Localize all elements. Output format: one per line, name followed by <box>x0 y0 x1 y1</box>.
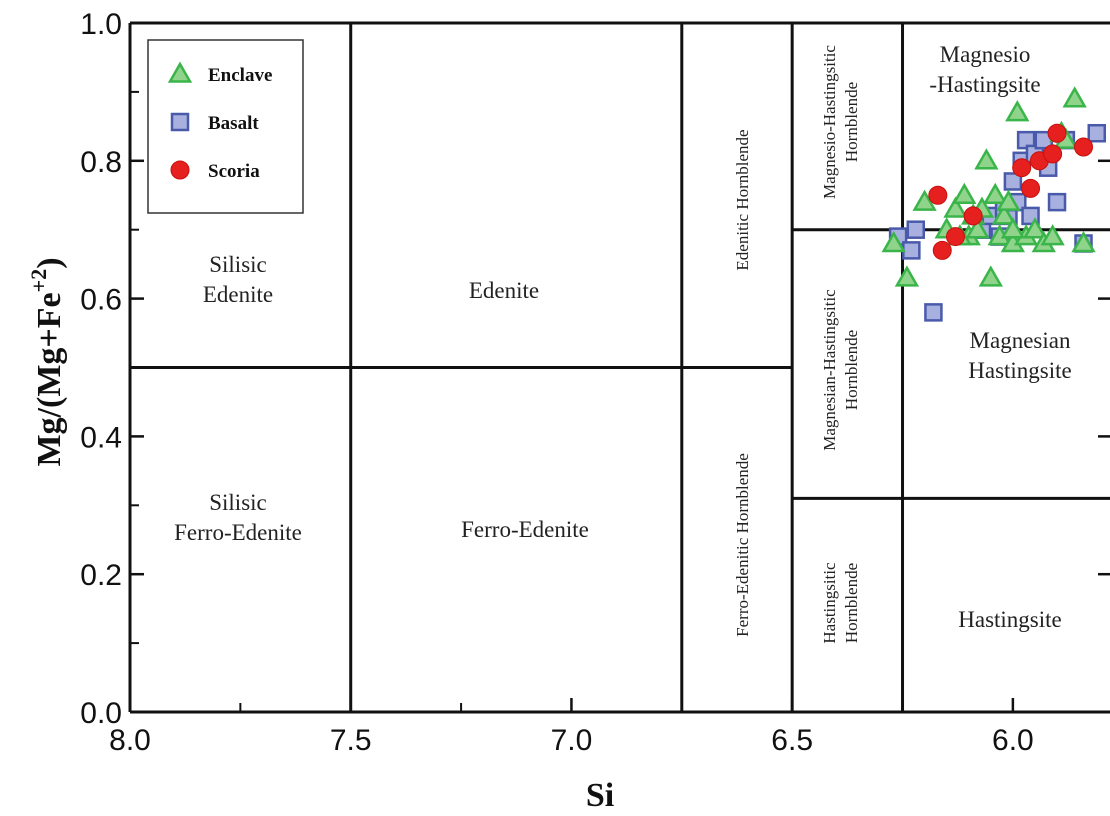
point-scoria <box>928 185 948 205</box>
point-enclave <box>881 230 906 253</box>
point-enclave <box>1040 224 1065 246</box>
data-points <box>881 86 1107 322</box>
x-tick-label: 7.5 <box>330 724 372 757</box>
point-scoria <box>963 206 983 226</box>
point-basalt <box>924 303 943 322</box>
legend-label-scoria: Scoria <box>208 161 260 182</box>
y-tick-label: 1.0 <box>80 8 122 41</box>
field-label-ferro-edenite: Ferro-Edenite <box>461 517 589 542</box>
point-scoria <box>932 240 952 260</box>
y-axis-title: Mg/(Mg+Fe+2) <box>26 257 68 466</box>
axis-ticks: 8.0 7.5 7.0 6.5 6.0 0.0 0.2 0.4 0.6 0.8 1.0 <box>80 8 1110 757</box>
point-enclave <box>943 196 968 218</box>
point-scoria <box>1074 137 1094 157</box>
point-enclave <box>983 182 1008 204</box>
y-tick-label: 0.0 <box>80 697 122 730</box>
field-label-line: Hastingsite <box>958 607 1062 632</box>
field-label-line: Silisic <box>209 252 267 277</box>
point-enclave <box>978 265 1003 287</box>
field-label-line: Hornblende <box>842 563 861 643</box>
field-label-magnesian-hastingsitic-hornblende: Magnesian-Hastingsitic Hornblende <box>820 289 861 451</box>
y-axis-title-main: Mg/(Mg+Fe <box>31 292 68 466</box>
legend: Enclave Basalt Scoria <box>147 39 304 214</box>
x-tick-label: 8.0 <box>109 724 151 757</box>
field-label-line: Ferro-Edenite <box>461 517 589 542</box>
point-scoria <box>1043 144 1063 164</box>
field-label-line: Ferro-Edenite <box>174 520 302 545</box>
legend-label-enclave: Enclave <box>208 65 272 86</box>
field-label-line: Silisic <box>209 490 267 515</box>
field-labels: Silisic Edenite Edenite Edenitic Hornblende… <box>174 42 1072 644</box>
point-scoria <box>1012 158 1032 178</box>
point-scoria <box>945 227 965 247</box>
point-scoria <box>1047 123 1067 143</box>
point-enclave <box>974 148 999 170</box>
point-basalt <box>1003 172 1023 191</box>
y-tick-label: 0.2 <box>80 559 122 592</box>
field-label-line: Ferro-Edenitic Hornblende <box>733 453 752 637</box>
y-tick-label: 0.6 <box>80 284 122 317</box>
field-label-line: Magnesian-Hastingsitic <box>820 289 839 451</box>
point-enclave <box>996 189 1021 211</box>
y-tick-label: 0.4 <box>80 421 122 454</box>
field-label-edenitic-hornblende: Edenitic Hornblende <box>733 129 752 270</box>
point-enclave <box>952 182 977 204</box>
point-enclave <box>912 189 937 211</box>
field-label-line: -Hastingsite <box>929 72 1040 97</box>
point-enclave <box>1005 100 1030 122</box>
x-tick-label: 7.0 <box>551 724 593 757</box>
field-label-magnesian-hastingsite: Magnesian Hastingsite <box>968 328 1072 383</box>
y-tick-label: 0.8 <box>80 146 122 179</box>
point-enclave <box>991 203 1017 225</box>
field-label-silisic-ferro-edenite: Silisic Ferro-Edenite <box>174 490 302 545</box>
x-tick-label: 6.5 <box>771 724 813 757</box>
y-axis-title-sup: +2 <box>26 269 51 293</box>
legend-label-basalt: Basalt <box>208 113 259 134</box>
point-enclave <box>1022 217 1048 239</box>
field-label-line: Edenitic Hornblende <box>733 129 752 270</box>
field-label-line: Hastingsitic <box>820 562 839 644</box>
field-label-ferro-edenitic-hornblende: Ferro-Edenitic Hornblende <box>733 453 752 637</box>
point-basalt <box>906 220 926 239</box>
field-label-line: Hornblende <box>842 82 861 162</box>
field-label-line: Hornblende <box>842 330 861 410</box>
point-enclave <box>965 217 990 239</box>
legend-marker-basalt <box>170 112 190 132</box>
field-label-line: Edenite <box>469 278 539 303</box>
legend-marker-scoria <box>170 160 190 180</box>
point-basalt <box>902 241 921 260</box>
field-label-magnesio-hastingsite: Magnesio -Hastingsite <box>929 42 1040 97</box>
legend-marker-enclave <box>167 61 193 83</box>
field-label-line: Magnesian <box>970 328 1071 353</box>
field-label-edenite: Edenite <box>469 278 539 303</box>
field-label-line: Magnesio <box>940 42 1031 67</box>
field-label-line: Magnesio-Hastingsitic <box>820 45 839 199</box>
x-axis-title: Si <box>586 777 614 814</box>
field-label-line: Edenite <box>203 282 273 307</box>
field-label-magnesio-hastingsitic-hornblende: Magnesio-Hastingsitic Hornblende <box>820 45 861 199</box>
point-enclave <box>1000 217 1026 239</box>
field-label-hastingsitic-hornblende: Hastingsitic Hornblende <box>820 562 861 644</box>
point-scoria <box>1021 178 1041 198</box>
x-tick-label: 6.0 <box>992 724 1034 757</box>
field-label-silisic-edenite: Silisic Edenite <box>203 252 273 307</box>
point-enclave <box>1062 86 1087 108</box>
point-basalt <box>1047 192 1067 212</box>
point-enclave <box>1071 230 1096 253</box>
field-label-hastingsite: Hastingsite <box>958 607 1062 632</box>
field-label-line: Hastingsite <box>968 358 1072 383</box>
point-enclave <box>894 265 920 287</box>
point-basalt <box>1087 123 1107 143</box>
y-axis-title-close: ) <box>31 257 68 268</box>
